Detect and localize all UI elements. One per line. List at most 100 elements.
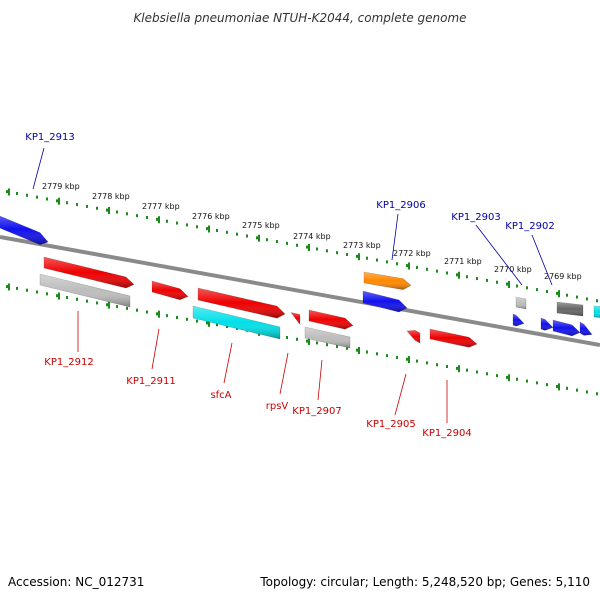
ruler-tick-labels: 2779 kbp 2778 kbp 2777 kbp 2776 kbp 2775 kbp… [42,182,582,281]
ruler-dot [376,258,378,262]
ruler-dot [436,269,438,273]
ruler-dot [366,256,368,260]
ruler-dot [286,335,288,339]
ruler-dot [156,217,158,221]
ruler-dot [556,291,558,295]
ruler-dot [26,193,28,197]
ruler-dot [156,312,158,316]
ruler-dot [106,208,108,212]
ruler-tick-label: 2769 kbp [544,272,582,281]
ruler-dot [296,337,298,341]
ruler-tick-label: 2776 kbp [192,212,230,221]
ruler-dot [416,265,418,269]
ruler-dot [596,299,598,303]
ruler-dot [436,363,438,367]
ruler-dot [146,216,148,220]
gene-label-rpsv: rpsV [266,401,289,412]
ruler-dot [576,388,578,392]
ruler-dot [246,234,248,238]
gene-arrow-shade [513,314,524,327]
ruler-dot [536,381,538,385]
ruler-dot [226,230,228,234]
ruler-major-tick [308,243,310,251]
ruler-tick-label: 2772 kbp [393,249,431,258]
ruler-dot [466,368,468,372]
ruler-major-tick [408,356,410,364]
ruler-dot [96,301,98,305]
ruler-dot [176,221,178,225]
ruler-dot [416,359,418,363]
ruler-dot [166,219,168,223]
ruler-dot [546,290,548,294]
ruler-dot [86,204,88,208]
ruler-dot [336,251,338,255]
ruler-lower [6,283,598,396]
ruler-dot [26,288,28,292]
map-title: Klebsiella pneumoniae NTUH-K2044, comple… [133,11,466,25]
ruler-tick-label: 2774 kbp [293,232,331,241]
ruler-dot [6,190,8,194]
gene-arrow-shade [594,306,600,318]
ruler-dot [16,286,18,290]
ruler-major-tick [108,301,110,309]
ruler-dot [336,345,338,349]
ruler-dot [306,245,308,249]
ruler-dot [126,212,128,216]
ruler-dot [296,243,298,247]
ruler-major-tick [458,365,460,373]
ruler-tick-label: 2777 kbp [142,202,180,211]
ruler-dot [426,267,428,271]
ruler-dot [456,273,458,277]
ruler-dot [536,288,538,292]
gene-arrow-shade [430,329,477,348]
ruler-dot [116,305,118,309]
gene-arrow-shade [580,322,592,336]
ruler-dot [346,346,348,350]
ruler-major-tick [508,280,510,288]
ruler-dot [496,374,498,378]
ruler-major-tick [8,188,10,196]
ruler-dot [96,206,98,210]
ruler-major-tick [558,290,560,298]
ruler-dot [226,325,228,329]
gene-label-kp1-2912: KP1_2912 [44,357,93,368]
ruler-dot [586,390,588,394]
ruler-tick-label: 2779 kbp [42,182,80,191]
ruler-dot [596,392,598,396]
ruler-dot [316,341,318,345]
ruler-dot [216,323,218,327]
ruler-dot [446,271,448,275]
ruler-tick-label: 2775 kbp [242,221,280,230]
ruler-dot [16,191,18,195]
gene-label-kp1-2902: KP1_2902 [505,221,554,232]
ruler-dot [66,201,68,205]
ruler-major-tick [358,347,360,355]
ruler-dot [46,292,48,296]
ruler-dot [126,306,128,310]
ruler-dot [386,260,388,264]
gene-label-kp1-2911: KP1_2911 [126,376,175,387]
gene-arrow-shade [40,274,130,307]
gene-labels: KP1_2913 KP1_2912 KP1_2911 sfcA rpsV KP1_2907… [25,132,554,439]
gene-arrow-shade [557,302,583,316]
ruler-major-tick [558,383,560,391]
ruler-major-tick [158,310,160,318]
accession-text: Accession: NC_012731 [8,575,144,589]
ruler-tick-label: 2770 kbp [494,265,532,274]
gene-arrow-shade [198,288,285,319]
gene-arrow-shade [363,291,407,312]
ruler-dot [446,365,448,369]
ruler-dot [496,280,498,284]
ruler-dot [196,319,198,323]
ruler-dot [196,225,198,229]
ruler-dot [6,285,8,289]
ruler-dot [396,262,398,266]
leader-line [223,342,233,384]
ruler-major-tick [258,234,260,242]
ruler-dot [136,214,138,218]
ruler-dot [466,275,468,279]
ruler-dot [286,241,288,245]
ruler-dot [386,354,388,358]
ruler-dot [256,236,258,240]
